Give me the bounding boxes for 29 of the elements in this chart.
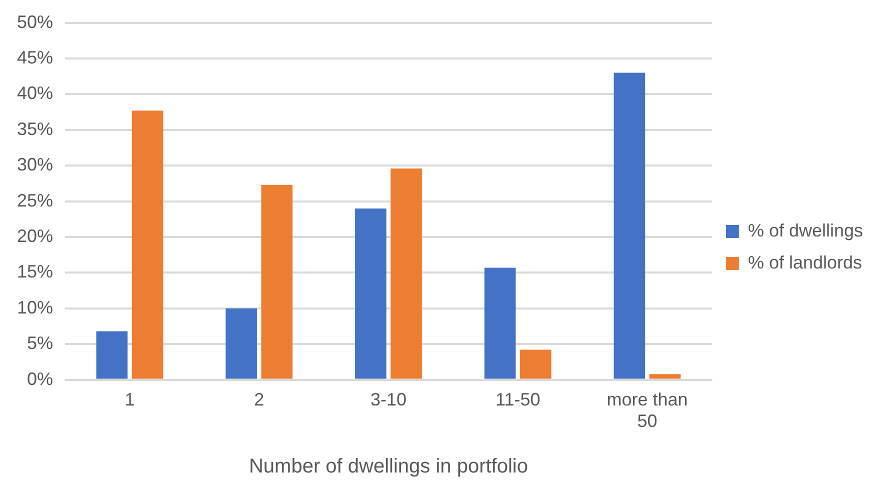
bar — [96, 331, 128, 379]
y-tick-label: 40% — [16, 83, 54, 104]
y-tick-label: 15% — [16, 262, 54, 282]
bar — [520, 350, 552, 379]
y-tick-label: 5% — [27, 333, 54, 354]
x-axis-title: Number of dwellings in portfolio — [248, 456, 528, 478]
y-tick-label: 30% — [16, 154, 54, 175]
bar — [261, 184, 293, 379]
x-tick-label: 2 — [254, 390, 264, 410]
x-tick-label: 11-50 — [496, 390, 540, 410]
bar — [355, 208, 386, 379]
y-tick-label: 25% — [16, 190, 54, 210]
y-tick-label: 10% — [16, 297, 54, 318]
bar — [484, 268, 516, 379]
x-tick-label: 3-10 — [370, 390, 406, 410]
legend-label: % of dwellings — [748, 220, 864, 240]
y-tick-label: 35% — [16, 118, 54, 139]
legend-label: % of landlords — [748, 252, 862, 272]
x-tick-label: 1 — [124, 390, 135, 410]
y-tick-label: 50% — [16, 12, 54, 32]
bar — [390, 168, 422, 379]
y-tick-label: 45% — [16, 47, 54, 68]
y-tick-label: 20% — [16, 226, 54, 246]
y-tick-label: 0% — [27, 368, 54, 389]
bar — [226, 308, 257, 379]
x-tick-label: more than 50 — [606, 390, 688, 432]
bar — [614, 72, 646, 379]
bar — [649, 374, 681, 379]
bar — [132, 110, 164, 379]
